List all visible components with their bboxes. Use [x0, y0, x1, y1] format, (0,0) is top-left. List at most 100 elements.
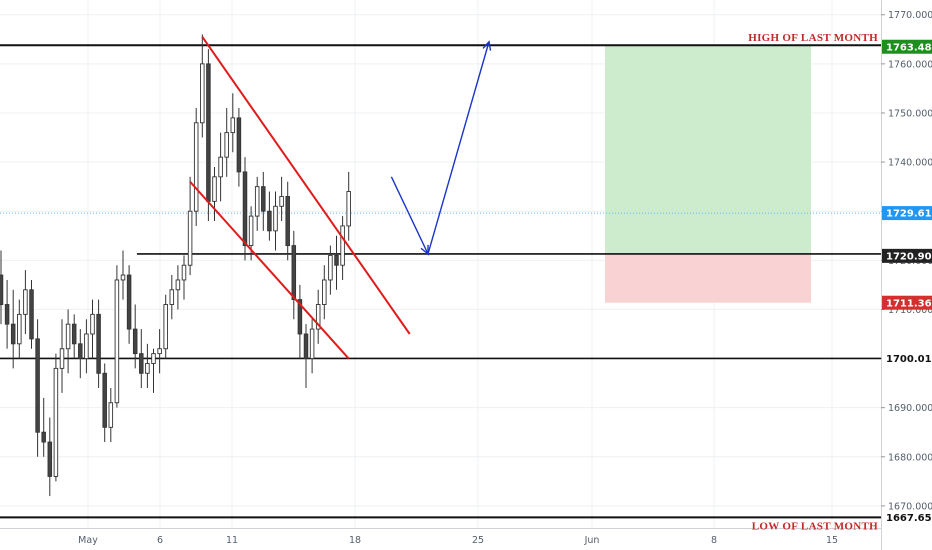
- candle-body: [248, 215, 254, 247]
- time-axis: May 6 11 18 25 Jun 8 15: [0, 528, 881, 550]
- candle-body: [309, 328, 315, 359]
- candle-body: [254, 186, 260, 217]
- target-zone: [605, 45, 811, 254]
- candle-body: [340, 225, 345, 266]
- candle-body: [84, 333, 89, 359]
- candle-body: [273, 205, 278, 232]
- time-tick-label: 15: [826, 535, 838, 546]
- candle-body: [303, 333, 309, 359]
- candle-body: [47, 441, 53, 477]
- price-tick-label: 1760.000: [888, 59, 932, 70]
- candle-body: [236, 117, 242, 173]
- stop-zone: [605, 253, 811, 303]
- current-price-badge-bg: [882, 206, 932, 221]
- time-tick-label: 11: [226, 535, 238, 546]
- candle-body: [291, 245, 297, 301]
- level-annotations: HIGH OF LAST MONTH LOW OF LAST MONTH: [748, 32, 878, 532]
- candle-body: [29, 289, 34, 340]
- current-price-badge: 1729.615: [886, 209, 932, 220]
- candle-body: [157, 348, 162, 355]
- candle-body: [53, 367, 59, 477]
- candle-body: [0, 274, 4, 305]
- candle-body: [96, 313, 101, 374]
- candle-body: [187, 210, 193, 266]
- position-badge: 1711.366: [886, 298, 932, 309]
- position-badge-bg: [882, 39, 932, 54]
- position-badge-bg: [882, 248, 932, 263]
- candle-body: [65, 323, 71, 350]
- candle-body: [10, 323, 16, 345]
- time-tick-label: 18: [349, 535, 361, 546]
- candle-body: [218, 156, 223, 178]
- level-badge: 1667.656: [886, 513, 932, 524]
- wedge-upper-line: [201, 36, 411, 335]
- position-badge: 1763.484: [886, 42, 932, 53]
- time-tick-label: May: [78, 535, 98, 546]
- candle-body: [151, 353, 156, 364]
- level-badge: 1700.013: [886, 354, 932, 365]
- candle-body: [126, 274, 132, 330]
- candle-body: [41, 431, 46, 443]
- candle-body: [90, 313, 95, 335]
- candle-body: [242, 171, 248, 247]
- candle-body: [102, 372, 107, 428]
- candle-body: [120, 274, 126, 281]
- arrow-head-icon: [482, 40, 492, 51]
- price-tick-label: 1740.000: [888, 158, 932, 169]
- candle-body: [114, 279, 120, 404]
- time-tick-label: 8: [711, 535, 717, 546]
- price-axis-bg: [881, 0, 932, 550]
- arrow-head-icon: [420, 244, 429, 256]
- position-badge: 1720.908: [886, 251, 932, 262]
- price-tick-label: 1680.000: [888, 452, 932, 463]
- candle-body: [59, 348, 65, 369]
- price-tick-label: 1750.000: [888, 108, 932, 119]
- position-badge-bg: [882, 295, 932, 310]
- price-axis: 1670.0001680.0001690.0001700.0001710.000…: [881, 0, 932, 550]
- candle-body: [132, 328, 138, 355]
- candle-body: [297, 299, 303, 335]
- time-tick-label: 6: [157, 535, 163, 546]
- level-annotation: HIGH OF LAST MONTH: [748, 32, 878, 44]
- level-badge-bg: [882, 510, 932, 525]
- candle-body: [78, 343, 83, 359]
- level-badge-bg: [882, 351, 932, 366]
- candle-body: [139, 353, 144, 374]
- candle-body: [71, 323, 77, 345]
- candle-body: [145, 363, 150, 374]
- candle-body: [267, 210, 272, 232]
- price-tick-label: 1710.000: [888, 305, 932, 316]
- price-tick-label: 1670.000: [888, 501, 932, 512]
- candle-body: [108, 402, 114, 428]
- candle-body: [163, 304, 168, 350]
- trendline-drawings: [189, 36, 492, 360]
- candle-body: [285, 196, 290, 247]
- time-tick-label: Jun: [584, 535, 600, 546]
- candle-body: [315, 304, 321, 330]
- price-badges: 1763.7891721.3051700.0131667.6561729.615…: [882, 38, 932, 525]
- candle-body: [4, 304, 10, 325]
- candle-body: [212, 176, 217, 202]
- candle-body: [206, 63, 211, 202]
- candle-body: [346, 191, 351, 227]
- candle-body: [328, 254, 333, 281]
- candle-body: [169, 289, 175, 305]
- candle-body: [200, 63, 205, 124]
- wedge-lower-line: [189, 181, 350, 360]
- candle-body: [261, 186, 266, 212]
- candle-body: [35, 338, 40, 433]
- candle-body: [279, 196, 284, 207]
- candle-body: [23, 289, 28, 315]
- horizontal-levels: [0, 44, 881, 519]
- level-annotation: LOW OF LAST MONTH: [752, 520, 878, 532]
- candle-body: [17, 313, 22, 345]
- candle-body: [193, 122, 199, 212]
- candle-body: [230, 117, 236, 134]
- candle-series: [0, 34, 351, 497]
- candle-body: [181, 264, 187, 281]
- candle-body: [334, 254, 339, 266]
- candle-body: [175, 279, 181, 291]
- position-zones: [605, 45, 811, 303]
- time-tick-label: 25: [472, 535, 484, 546]
